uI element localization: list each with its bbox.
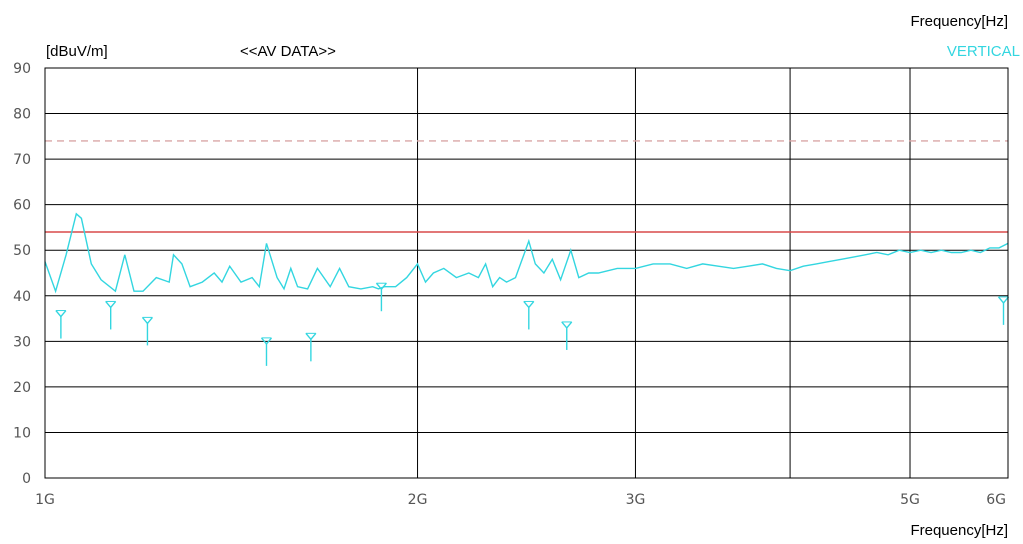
peak-marker-arm <box>310 332 317 340</box>
x-tick-label-5G: 5G <box>900 492 920 508</box>
peak-marker-8 <box>561 321 573 350</box>
peak-marker-arm <box>265 337 273 345</box>
y-tick-labels: 0 10 20 30 40 50 60 70 80 90 <box>13 61 31 487</box>
peak-marker-arm <box>141 316 148 324</box>
peak-markers <box>55 282 1010 366</box>
grid-lines <box>45 68 1008 478</box>
x-tick-label-6G: 6G <box>986 492 1006 508</box>
peak-marker-arm <box>997 296 1005 304</box>
peak-marker-1 <box>55 310 67 339</box>
y-tick-label-30: 30 <box>13 334 31 350</box>
peak-marker-7 <box>523 300 535 330</box>
x-tick-labels: 1G 2G 3G 5G 6G <box>35 492 1006 508</box>
peak-marker-arm <box>380 282 387 290</box>
peak-marker-arm <box>110 300 117 308</box>
y-tick-label-40: 40 <box>13 289 31 305</box>
y-axis-label: [dBuV/m] <box>46 43 108 60</box>
peak-marker-arm <box>260 337 268 345</box>
y-tick-label-60: 60 <box>13 198 31 214</box>
peak-marker-arm <box>528 300 535 308</box>
y-tick-label-80: 80 <box>13 107 31 123</box>
peak-marker-arm <box>375 282 382 290</box>
peak-marker-arm <box>305 332 312 340</box>
peak-marker-arm <box>55 310 62 318</box>
peak-marker-9 <box>997 296 1010 325</box>
peak-marker-2 <box>105 300 117 330</box>
x-tick-label-1G: 1G <box>35 492 55 508</box>
y-tick-label-10: 10 <box>13 425 31 441</box>
peak-marker-3 <box>141 316 153 346</box>
peak-marker-6 <box>375 282 387 312</box>
y-tick-label-70: 70 <box>13 152 31 168</box>
peak-marker-4 <box>260 337 273 366</box>
peak-marker-arm <box>146 316 153 324</box>
series-line-vertical <box>44 212 1009 294</box>
x-tick-label-3G: 3G <box>626 492 646 508</box>
x-axis-label: Frequency[Hz] <box>910 522 1008 539</box>
plot-frame <box>44 67 1009 479</box>
peak-marker-arm <box>566 321 573 329</box>
peak-marker-arm <box>561 321 568 329</box>
x-axis-label-top: Frequency[Hz] <box>910 13 1008 30</box>
peak-marker-5 <box>305 332 317 362</box>
x-tick-label-2G: 2G <box>408 492 428 508</box>
peak-marker-arm <box>60 310 67 318</box>
peak-marker-arm <box>105 300 112 308</box>
legend-vertical: VERTICAL <box>947 43 1020 60</box>
chart-title: <<AV DATA>> <box>240 43 336 60</box>
y-tick-label-90: 90 <box>13 61 31 77</box>
y-tick-label-20: 20 <box>13 380 31 396</box>
peak-marker-arm <box>523 300 530 308</box>
limit-lines <box>45 140 1008 233</box>
y-tick-label-50: 50 <box>13 243 31 259</box>
y-tick-label-0: 0 <box>22 471 31 487</box>
